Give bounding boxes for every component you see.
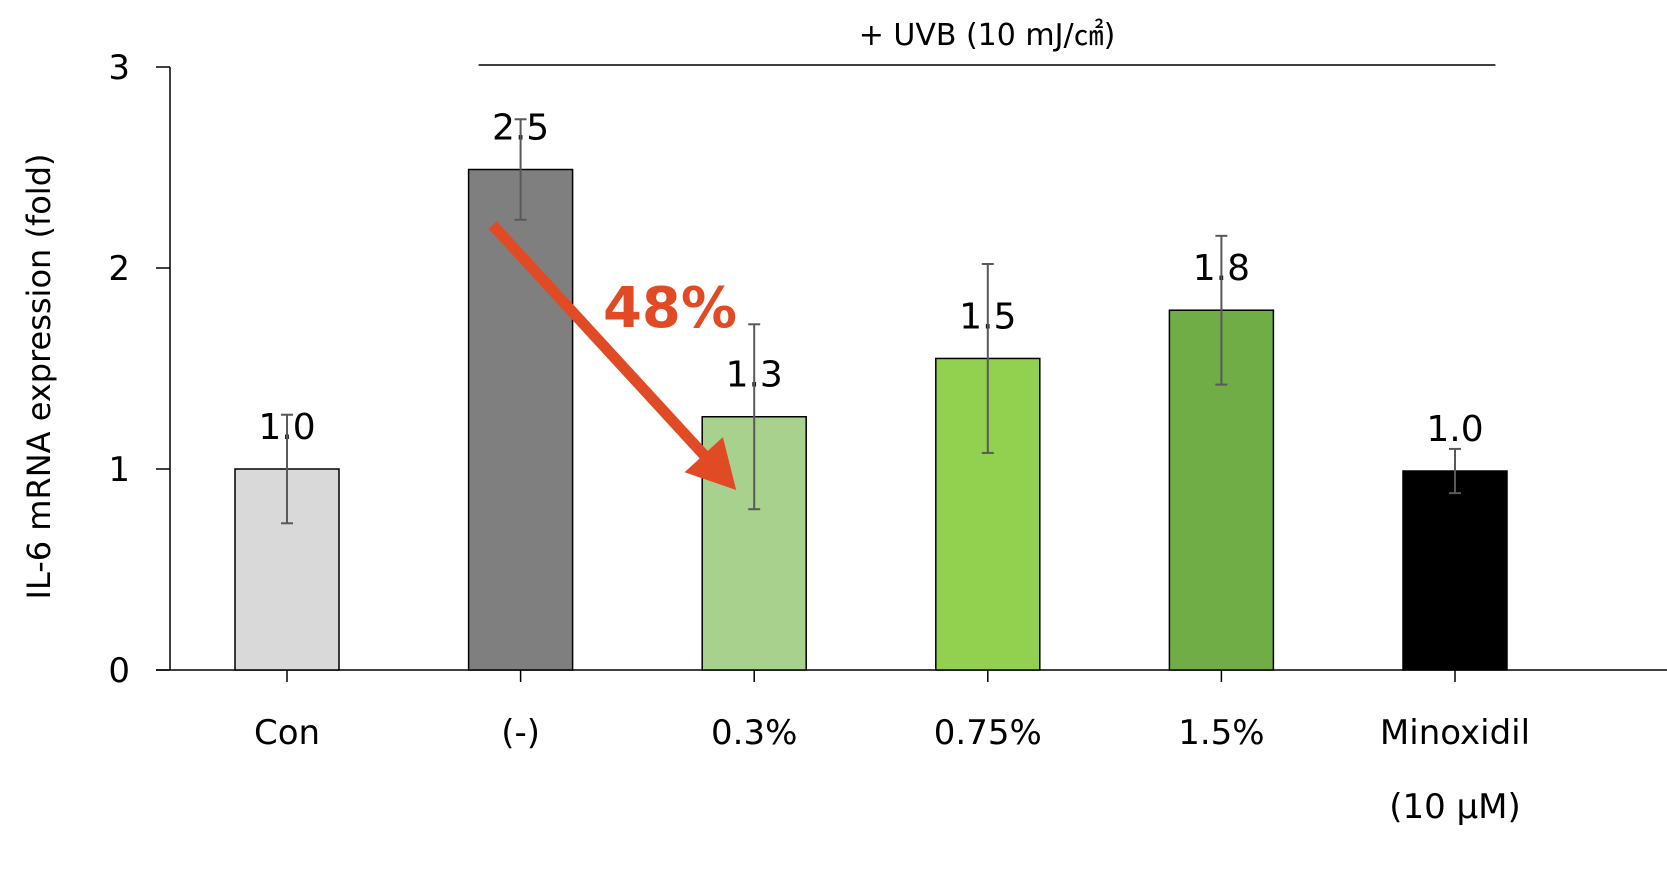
- bar: [467, 168, 574, 671]
- category-label: 0.3%: [711, 713, 797, 753]
- y-tick-label: 3: [108, 48, 130, 88]
- category-label: Minoxidil: [1380, 713, 1530, 753]
- category-label: 0.75%: [934, 713, 1042, 753]
- y-tick-label: 1: [108, 450, 130, 490]
- category-label: 1.5%: [1178, 713, 1264, 753]
- decrease-percent-label: 48%: [603, 276, 737, 341]
- decrease-arrow-head: [684, 437, 737, 490]
- y-tick-label: 2: [108, 249, 130, 289]
- data-label: 1.0: [1426, 409, 1483, 450]
- decrease-arrow-shaft: [488, 221, 711, 462]
- y-tick-label: 0: [108, 651, 130, 691]
- category-label: Con: [254, 713, 320, 753]
- category-label: (-): [501, 713, 540, 753]
- bar: [1402, 470, 1508, 671]
- category-label: (10 μM): [1389, 787, 1521, 827]
- uvb-bracket-label: + UVB (10 mJ/㎠): [859, 18, 1116, 53]
- y-axis-title: IL-6 mRNA expression (fold): [20, 154, 58, 600]
